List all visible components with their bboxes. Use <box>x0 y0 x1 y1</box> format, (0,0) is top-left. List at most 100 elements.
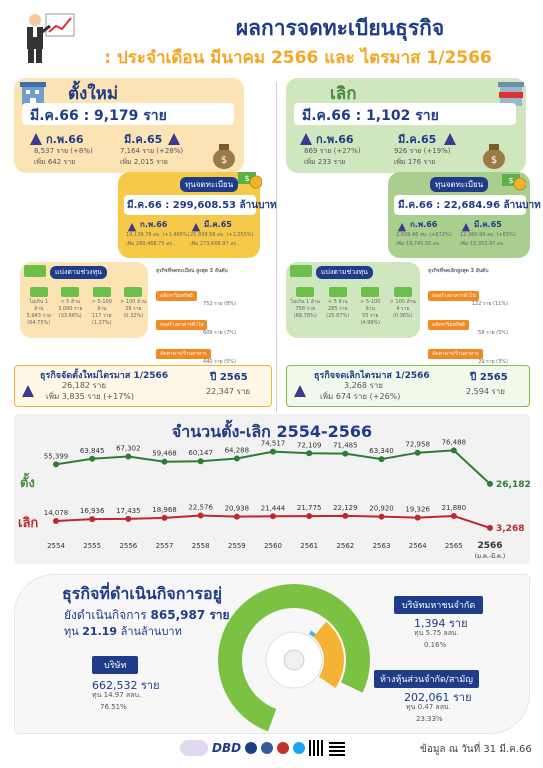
new-mar65-line2: เพิ่ม 2,015 ราย <box>120 158 168 166</box>
money-icon <box>393 287 412 297</box>
closed-data-label: 21,775 <box>297 504 322 512</box>
range-label: > 100 ล้าน <box>389 299 416 305</box>
new-mar65-up-arrow-icon <box>168 130 180 149</box>
closed-feb-up-arrow-icon <box>300 130 312 149</box>
range-item: > 5-100 ล้าน 117 ราย (1.27%) <box>87 287 117 327</box>
closed-data-label: 14,078 <box>44 509 69 517</box>
new-month-total: มี.ค.66 : 9,179 ราย <box>30 108 167 124</box>
range-count: 285 ราย <box>327 306 348 312</box>
range-label: < 5 ล้าน <box>60 299 81 305</box>
new-data-label: 63,340 <box>369 447 394 455</box>
closed-point <box>161 514 168 521</box>
new-cap-mar65-line1: 25,939.56 ลบ. (+1,055%) <box>190 232 254 238</box>
new-cap-mar65-up-arrow-icon <box>191 221 201 234</box>
range-label: > 5-100 ล้าน <box>360 299 381 312</box>
new-data-label: 59,468 <box>152 450 177 458</box>
top3-value: 609 ราย (7%) <box>203 330 236 336</box>
closed-point <box>306 513 313 520</box>
new-cap-feb-up-arrow-icon <box>127 221 137 234</box>
top3-item: อสังหาริมทรัพย์ 752 ราย (8%) <box>156 282 256 308</box>
range-pct: (33.66%) <box>58 313 82 319</box>
footer-logos: DBD <box>180 740 346 756</box>
closed-data-label: 20,938 <box>225 505 250 513</box>
closed-top3-list: ก่อสร้างอาคารทั่วไป 122 ราย (11%) อสังหาริ… <box>428 282 528 369</box>
svg-text:$: $ <box>221 155 227 166</box>
active-line1-value: 865,987 ราย <box>150 608 230 622</box>
new-mar65-label: มี.ค.65 <box>124 133 163 146</box>
range-pct: (1.27%) <box>91 320 112 326</box>
money-icon <box>296 287 315 297</box>
new-data-label: 67,302 <box>116 444 141 452</box>
top3-item: อสังหาริมทรัพย์ 58 ราย (5%) <box>428 311 528 337</box>
new-data-label: 26,182 <box>496 480 531 490</box>
closed-month-box <box>294 103 516 125</box>
range-label: > 5-100 ล้าน <box>91 299 112 312</box>
range-count: 29 ราย <box>125 306 142 312</box>
new-data-label: 63,845 <box>80 447 105 455</box>
public-chip: บริษัทมหาชนจำกัด <box>394 596 484 614</box>
closed-point <box>89 516 96 523</box>
closed-capital-chip: ทุนจดทะเบียน <box>430 177 489 192</box>
money-icon <box>328 287 347 297</box>
new-data-label: 76,488 <box>442 438 467 446</box>
range-count: 4 ราย <box>396 306 410 312</box>
active-line1: ยังดำเนินกิจการ 865,987 ราย <box>64 606 230 625</box>
x-tick-label: 2563 <box>373 542 391 550</box>
closed-feb-line1: 869 ราย (+27%) <box>304 147 361 155</box>
top3-item: ก่อสร้างอาคารทั่วไป 609 ราย (7%) <box>156 311 256 337</box>
closed-quarter-line1: 3,268 ราย <box>344 381 383 390</box>
closed-point <box>414 514 421 521</box>
svg-text:$: $ <box>508 176 513 185</box>
new-point <box>306 450 313 457</box>
closed-data-label: 21,880 <box>442 504 467 512</box>
x-tick-label: 2557 <box>156 542 174 550</box>
partner-ring-segment <box>313 621 344 688</box>
range-item: > 100 ล้าน 4 ราย (0.36%) <box>388 287 419 327</box>
closed-range-chip: แบ่งตามช่วงทุน <box>316 266 373 279</box>
new-cap-mar65-label: มี.ค.65 <box>204 220 232 229</box>
new-data-label: 55,399 <box>44 452 69 460</box>
new-feb-up-arrow-icon <box>30 130 42 149</box>
range-count: 5,943 ราย <box>26 313 51 319</box>
new-point <box>342 450 349 457</box>
new-data-label: 64,288 <box>225 446 250 454</box>
partner-count: 202,061 ราย <box>404 691 472 704</box>
new-capital-total: มี.ค.66 : 299,608.53 ล้านบาท <box>127 200 277 211</box>
twitter-icon[interactable] <box>293 742 306 754</box>
closed-quarter-title: ธุรกิจจดเลิกไตรมาส 1/2566 <box>314 371 430 381</box>
facebook-icon[interactable] <box>261 742 274 754</box>
closed-point <box>342 512 349 519</box>
money-bag-icon: $ <box>208 140 240 170</box>
new-quarter-line2: เพิ่ม 3,835 ราย (+17%) <box>46 392 135 401</box>
footer-note: ข้อมูล ณ วันที่ 31 มี.ค.66 <box>420 744 532 755</box>
new-feb-label: ก.พ.66 <box>46 133 84 146</box>
new-point <box>197 458 204 465</box>
money-icon <box>61 287 80 297</box>
range-label: ไม่เกิน 1 ล้าน <box>290 299 321 305</box>
public-count: 1,394 ราย <box>414 617 468 630</box>
closed-data-label: 19,326 <box>405 506 430 514</box>
closed-data-label: 18,968 <box>152 506 177 514</box>
top3-name: ก่อสร้างอาคารทั่วไป <box>156 320 208 330</box>
phone-icon[interactable] <box>245 742 258 754</box>
active-line2-prefix: ทุน <box>64 625 79 638</box>
new-capital-box <box>124 195 256 215</box>
top3-value: 752 ราย (8%) <box>203 301 236 307</box>
closed-feb-label: ก.พ.66 <box>316 133 354 146</box>
closed-point <box>487 524 493 531</box>
range-pct: (25.87%) <box>326 313 350 319</box>
closed-coin-stack-icon: $ <box>500 168 527 192</box>
range-label: < 5 ล้าน <box>327 299 348 305</box>
x-tick-label: 2561 <box>300 542 318 550</box>
presenter-illustration <box>18 8 78 64</box>
new-month-box <box>22 103 234 125</box>
closed-mar65-label: มี.ค.65 <box>398 133 437 146</box>
new-feb-line1: 8,537 ราย (+8%) <box>34 147 93 155</box>
youtube-icon[interactable] <box>277 742 290 754</box>
trend-panel <box>14 414 530 564</box>
range-label: ไม่เกิน 1 ล้าน <box>29 299 49 312</box>
qr-code-2-icon <box>329 740 346 756</box>
closed-point <box>197 512 204 519</box>
new-point <box>378 456 385 463</box>
x-tick-label: 2556 <box>119 542 137 550</box>
